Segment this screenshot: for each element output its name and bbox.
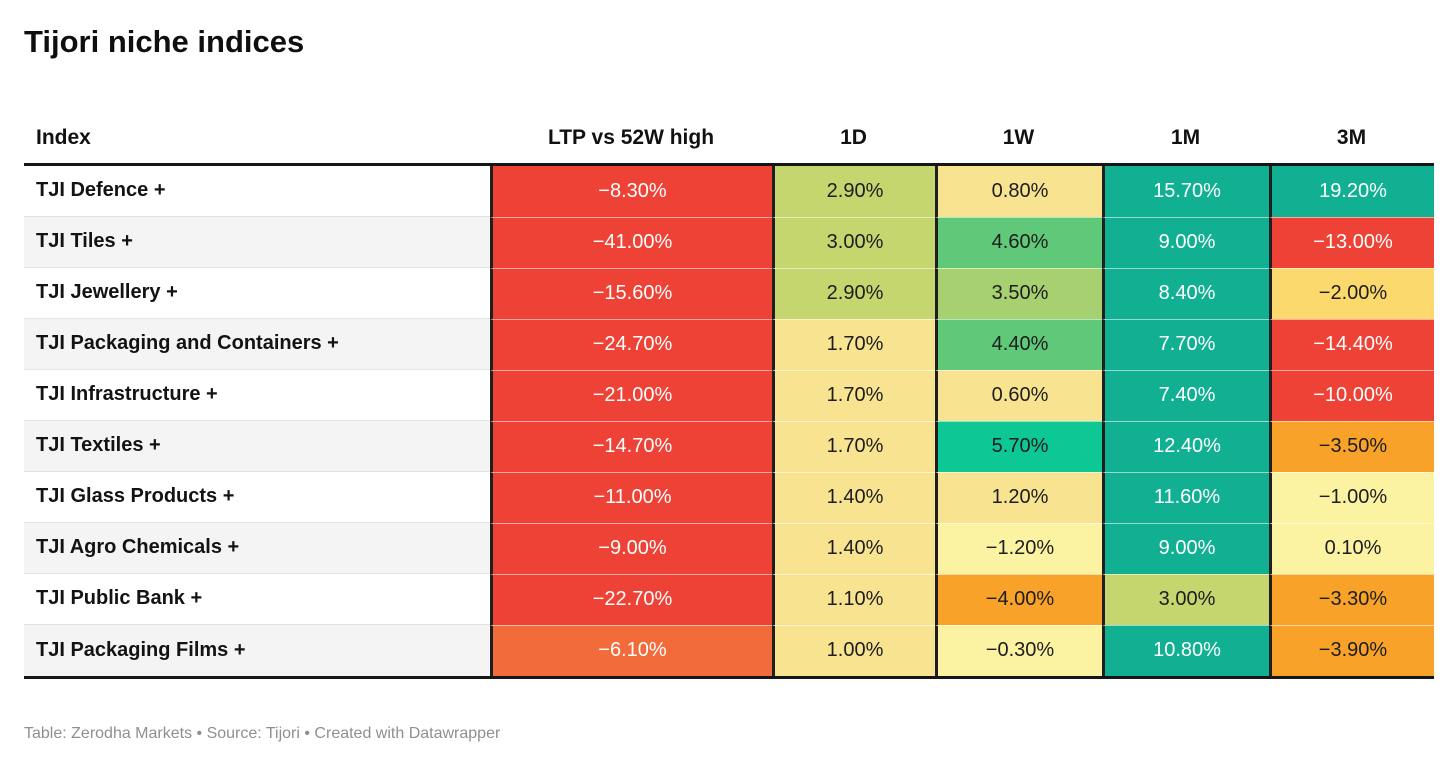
row-label-tji-packaging-films[interactable]: TJI Packaging Films + [24, 624, 490, 676]
value-cell: 1.10% [772, 573, 935, 625]
value-cell: −8.30% [490, 165, 772, 217]
value-cell: −14.70% [490, 420, 772, 472]
table-row: TJI Public Bank + −22.70% 1.10% −4.00% 3… [24, 573, 1434, 625]
value-cell: 9.00% [1102, 216, 1269, 268]
value-cell: −15.60% [490, 267, 772, 319]
row-label-tji-textiles[interactable]: TJI Textiles + [24, 420, 490, 472]
value-cell: −3.90% [1269, 624, 1434, 676]
attribution-footer: Table: Zerodha Markets • Source: Tijori … [24, 724, 501, 742]
table-row: TJI Glass Products + −11.00% 1.40% 1.20%… [24, 471, 1434, 523]
column-header-1w: 1W [1002, 126, 1035, 150]
row-label-tji-agro-chemicals[interactable]: TJI Agro Chemicals + [24, 522, 490, 574]
table-row: TJI Tiles + −41.00% 3.00% 4.60% 9.00% −1… [24, 216, 1434, 268]
value-cell: 0.10% [1269, 522, 1434, 574]
value-cell: −0.30% [935, 624, 1102, 676]
value-cell: 3.50% [935, 267, 1102, 319]
value-cell: −14.40% [1269, 318, 1434, 370]
table-row: TJI Jewellery + −15.60% 2.90% 3.50% 8.40… [24, 267, 1434, 319]
value-cell: 3.00% [1102, 573, 1269, 625]
value-cell: 7.40% [1102, 369, 1269, 421]
table-row: TJI Packaging and Containers + −24.70% 1… [24, 318, 1434, 370]
value-cell: 1.40% [772, 522, 935, 574]
table-header-row: Index LTP vs 52W high 1D 1W 1M 3M [24, 114, 1434, 166]
page-title: Tijori niche indices [24, 24, 305, 59]
value-cell: 2.90% [772, 165, 935, 217]
value-cell: −10.00% [1269, 369, 1434, 421]
value-cell: −3.30% [1269, 573, 1434, 625]
value-cell: 7.70% [1102, 318, 1269, 370]
value-cell: 0.60% [935, 369, 1102, 421]
value-cell: 1.70% [772, 318, 935, 370]
value-cell: 15.70% [1102, 165, 1269, 217]
value-cell: −6.10% [490, 624, 772, 676]
value-cell: −24.70% [490, 318, 772, 370]
column-header-index: Index [36, 126, 91, 150]
value-cell: 1.70% [772, 369, 935, 421]
value-cell: 12.40% [1102, 420, 1269, 472]
value-cell: 19.20% [1269, 165, 1434, 217]
row-label-tji-tiles[interactable]: TJI Tiles + [24, 216, 490, 268]
value-cell: −11.00% [490, 471, 772, 523]
value-cell: 10.80% [1102, 624, 1269, 676]
table-row: TJI Agro Chemicals + −9.00% 1.40% −1.20%… [24, 522, 1434, 574]
value-cell: 1.00% [772, 624, 935, 676]
value-cell: −2.00% [1269, 267, 1434, 319]
table-row: TJI Textiles + −14.70% 1.70% 5.70% 12.40… [24, 420, 1434, 472]
page: Tijori niche indices Index LTP vs 52W hi… [24, 24, 1434, 742]
value-cell: 4.60% [935, 216, 1102, 268]
column-header-ltp-vs-52w-high: LTP vs 52W high [547, 126, 715, 150]
value-cell: 5.70% [935, 420, 1102, 472]
row-label-tji-defence[interactable]: TJI Defence + [24, 165, 490, 217]
value-cell: −3.50% [1269, 420, 1434, 472]
value-cell: 2.90% [772, 267, 935, 319]
value-cell: 9.00% [1102, 522, 1269, 574]
value-cell: −1.20% [935, 522, 1102, 574]
column-header-1m: 1M [1170, 126, 1201, 150]
indices-table: Index LTP vs 52W high 1D 1W 1M 3M TJI De… [24, 114, 1434, 679]
value-cell: −1.00% [1269, 471, 1434, 523]
value-cell: 0.80% [935, 165, 1102, 217]
table-row: TJI Infrastructure + −21.00% 1.70% 0.60%… [24, 369, 1434, 421]
column-header-3m: 3M [1336, 126, 1367, 150]
value-cell: 4.40% [935, 318, 1102, 370]
value-cell: −41.00% [490, 216, 772, 268]
value-cell: −4.00% [935, 573, 1102, 625]
value-cell: 1.40% [772, 471, 935, 523]
row-label-tji-jewellery[interactable]: TJI Jewellery + [24, 267, 490, 319]
value-cell: 3.00% [772, 216, 935, 268]
row-label-tji-infrastructure[interactable]: TJI Infrastructure + [24, 369, 490, 421]
value-cell: −13.00% [1269, 216, 1434, 268]
table-row: TJI Packaging Films + −6.10% 1.00% −0.30… [24, 624, 1434, 676]
value-cell: 8.40% [1102, 267, 1269, 319]
row-label-tji-packaging-and-containers[interactable]: TJI Packaging and Containers + [24, 318, 490, 370]
value-cell: −9.00% [490, 522, 772, 574]
value-cell: 11.60% [1102, 471, 1269, 523]
row-label-tji-glass-products[interactable]: TJI Glass Products + [24, 471, 490, 523]
value-cell: −21.00% [490, 369, 772, 421]
value-cell: 1.20% [935, 471, 1102, 523]
row-label-tji-public-bank[interactable]: TJI Public Bank + [24, 573, 490, 625]
value-cell: 1.70% [772, 420, 935, 472]
value-cell: −22.70% [490, 573, 772, 625]
table-body: TJI Defence + −8.30% 2.90% 0.80% 15.70% … [24, 165, 1434, 679]
column-header-1d: 1D [840, 126, 867, 150]
table-row: TJI Defence + −8.30% 2.90% 0.80% 15.70% … [24, 165, 1434, 217]
